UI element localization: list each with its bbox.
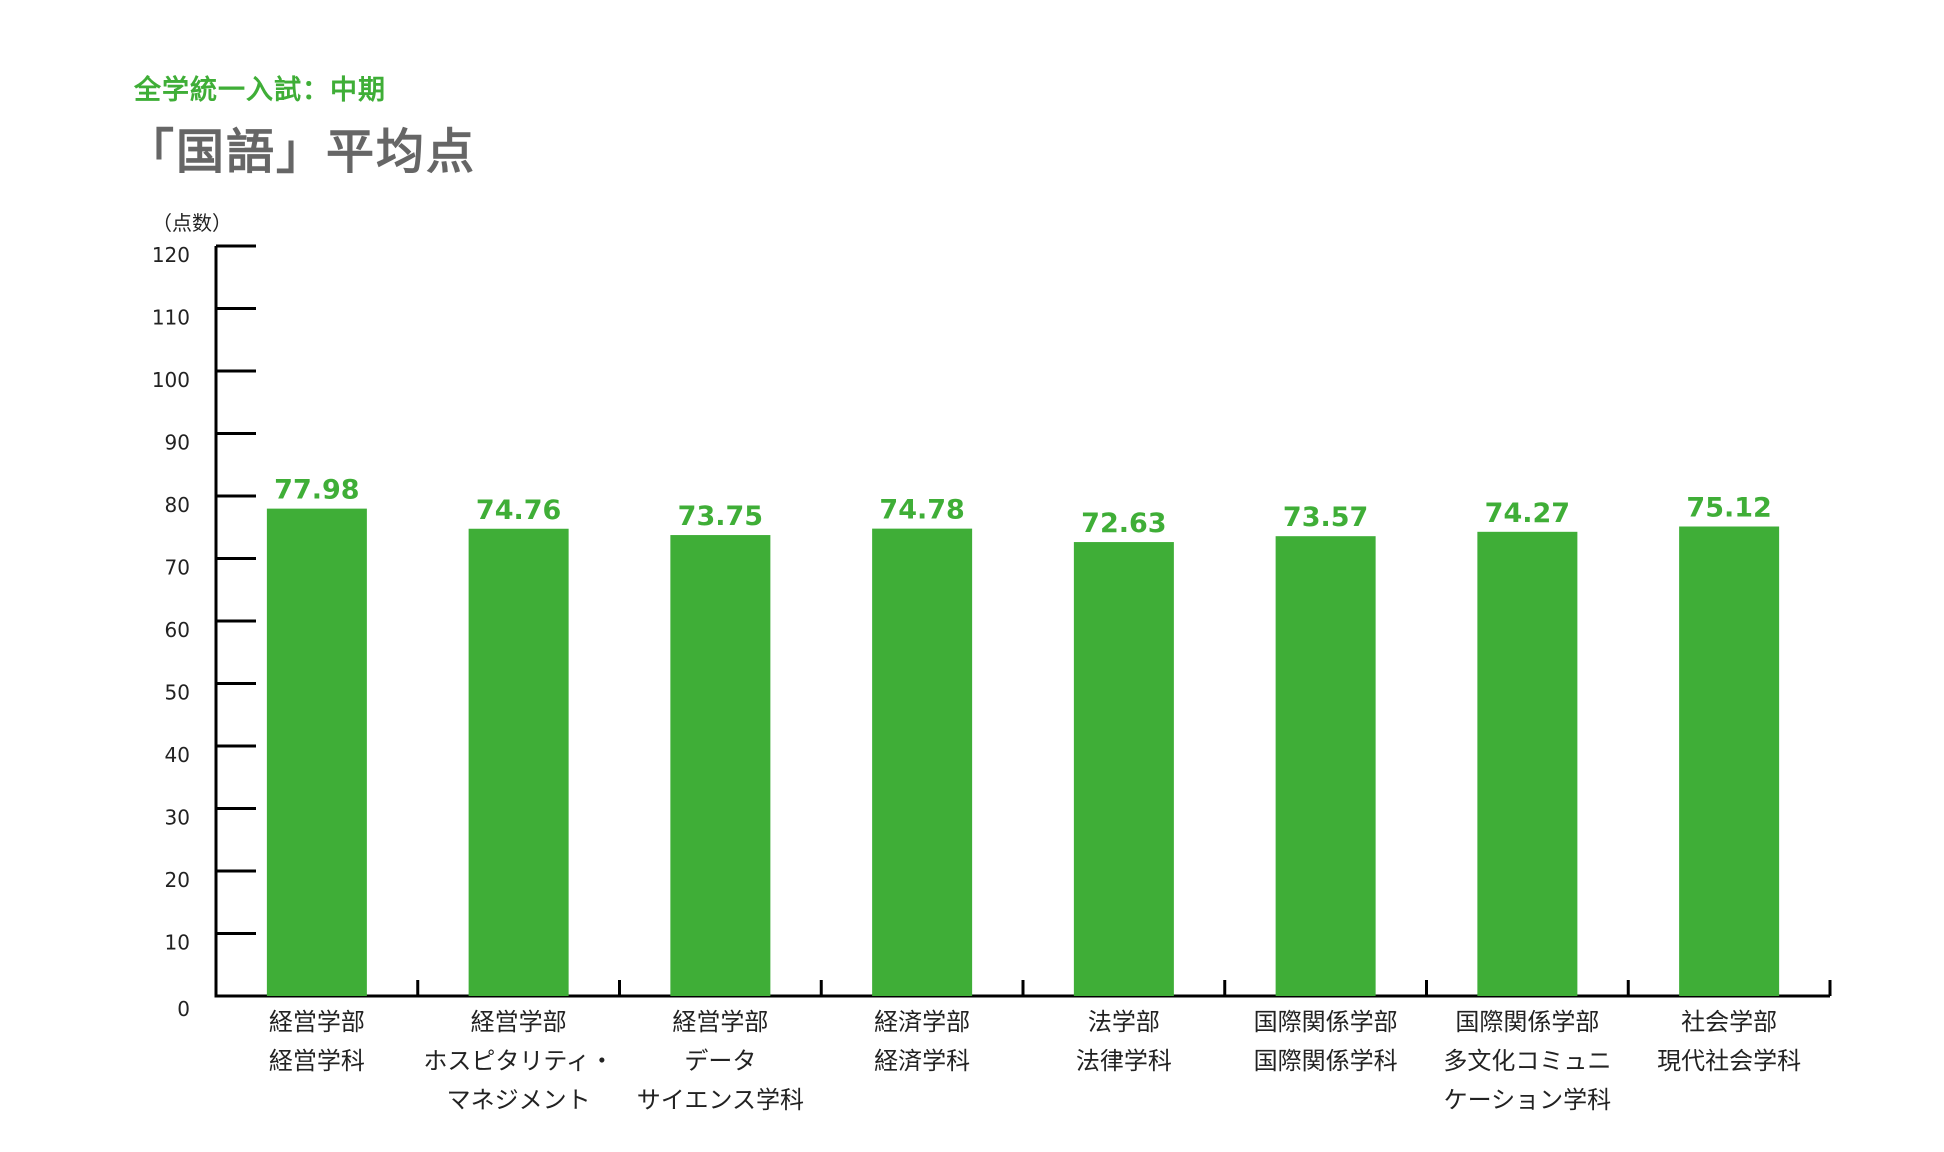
y-tick-label: 70 bbox=[165, 556, 190, 580]
bars: 77.98 74.76 73.75 74.78 72.63 73.57 74.27 75.12 bbox=[266, 475, 1780, 996]
x-category-label: 経済学部経済学科 bbox=[874, 1008, 970, 1075]
x-category-label-line: 国際関係学科 bbox=[1254, 1047, 1398, 1075]
x-category-label-line: 現代社会学科 bbox=[1657, 1047, 1801, 1075]
x-category-label: 法学部法律学科 bbox=[1076, 1008, 1172, 1075]
bar-value-label: 74.27 bbox=[1485, 498, 1570, 529]
x-axis: 経営学部経営学科経営学部ホスピタリティ・マネジメント経営学部データサイエンス学科… bbox=[214, 980, 1832, 1114]
x-category-label-line: 経営学部 bbox=[672, 1008, 768, 1036]
x-category-label-line: ホスピタリティ・ bbox=[423, 1047, 614, 1075]
y-tick-label: 0 bbox=[177, 997, 190, 1021]
y-axis: 0 10 20 30 40 50 60 70 80 90 100 110 120 （点数） bbox=[152, 211, 256, 1021]
y-tick-label: 10 bbox=[165, 931, 190, 955]
x-category-label: 経営学部データサイエンス学科 bbox=[637, 1008, 804, 1114]
bar bbox=[1073, 542, 1174, 996]
bar-value-label: 72.63 bbox=[1081, 508, 1166, 539]
x-category-label-line: 経済学科 bbox=[874, 1047, 970, 1075]
x-category-label-line: 多文化コミュニ bbox=[1443, 1047, 1611, 1075]
bar bbox=[1477, 531, 1578, 996]
x-category-label-line: 経営学科 bbox=[269, 1047, 365, 1075]
bar-value-label: 75.12 bbox=[1686, 493, 1771, 524]
y-tick-label: 80 bbox=[165, 493, 190, 517]
x-category-label-line: データ bbox=[684, 1047, 756, 1075]
bar bbox=[1275, 536, 1376, 996]
x-category-label: 国際関係学部国際関係学科 bbox=[1254, 1008, 1398, 1075]
x-category-label-line: 国際関係学部 bbox=[1254, 1008, 1398, 1036]
x-category-label: 経営学部ホスピタリティ・マネジメント bbox=[423, 1008, 614, 1114]
x-category-label-line: 経営学部 bbox=[269, 1008, 365, 1036]
y-tick-label: 100 bbox=[152, 368, 190, 392]
chart-title: 「国語」平均点 bbox=[126, 124, 477, 180]
bar-value-label: 73.75 bbox=[678, 501, 763, 532]
bar-value-label: 77.98 bbox=[274, 475, 359, 506]
bar bbox=[872, 528, 973, 996]
x-category-label-line: マネジメント bbox=[447, 1086, 591, 1114]
chart-subtitle: 全学統一入試：中期 bbox=[134, 75, 386, 106]
y-tick-label: 50 bbox=[165, 681, 190, 705]
bar-value-label: 74.78 bbox=[879, 495, 964, 526]
bar bbox=[670, 535, 771, 996]
y-tick-label: 60 bbox=[165, 618, 190, 642]
x-category-label: 国際関係学部多文化コミュニケーション学科 bbox=[1443, 1008, 1611, 1114]
x-category-label-line: サイエンス学科 bbox=[637, 1086, 804, 1114]
x-category-label-line: 経済学部 bbox=[874, 1008, 970, 1036]
bar bbox=[1679, 526, 1780, 996]
x-category-label: 経営学部経営学科 bbox=[269, 1008, 365, 1075]
bar bbox=[468, 528, 569, 996]
bar bbox=[266, 508, 367, 996]
bar-value-label: 74.76 bbox=[476, 495, 561, 526]
x-category-label-line: 法律学科 bbox=[1076, 1047, 1172, 1075]
x-category-label-line: 社会学部 bbox=[1681, 1008, 1777, 1036]
x-category-label-line: 国際関係学部 bbox=[1455, 1008, 1599, 1036]
y-tick-label: 120 bbox=[152, 243, 190, 267]
bar-value-label: 73.57 bbox=[1283, 502, 1368, 533]
x-category-label-line: 経営学部 bbox=[471, 1008, 567, 1036]
y-tick-label: 40 bbox=[165, 743, 190, 767]
x-category-label: 社会学部現代社会学科 bbox=[1657, 1008, 1801, 1075]
x-category-label-line: ケーション学科 bbox=[1444, 1086, 1612, 1114]
y-tick-label: 20 bbox=[165, 868, 190, 892]
y-tick-label: 30 bbox=[165, 806, 190, 830]
y-tick-label: 110 bbox=[152, 306, 190, 330]
x-category-label-line: 法学部 bbox=[1088, 1008, 1160, 1036]
y-tick-label: 90 bbox=[165, 431, 190, 455]
y-axis-unit-label: （点数） bbox=[152, 211, 232, 235]
